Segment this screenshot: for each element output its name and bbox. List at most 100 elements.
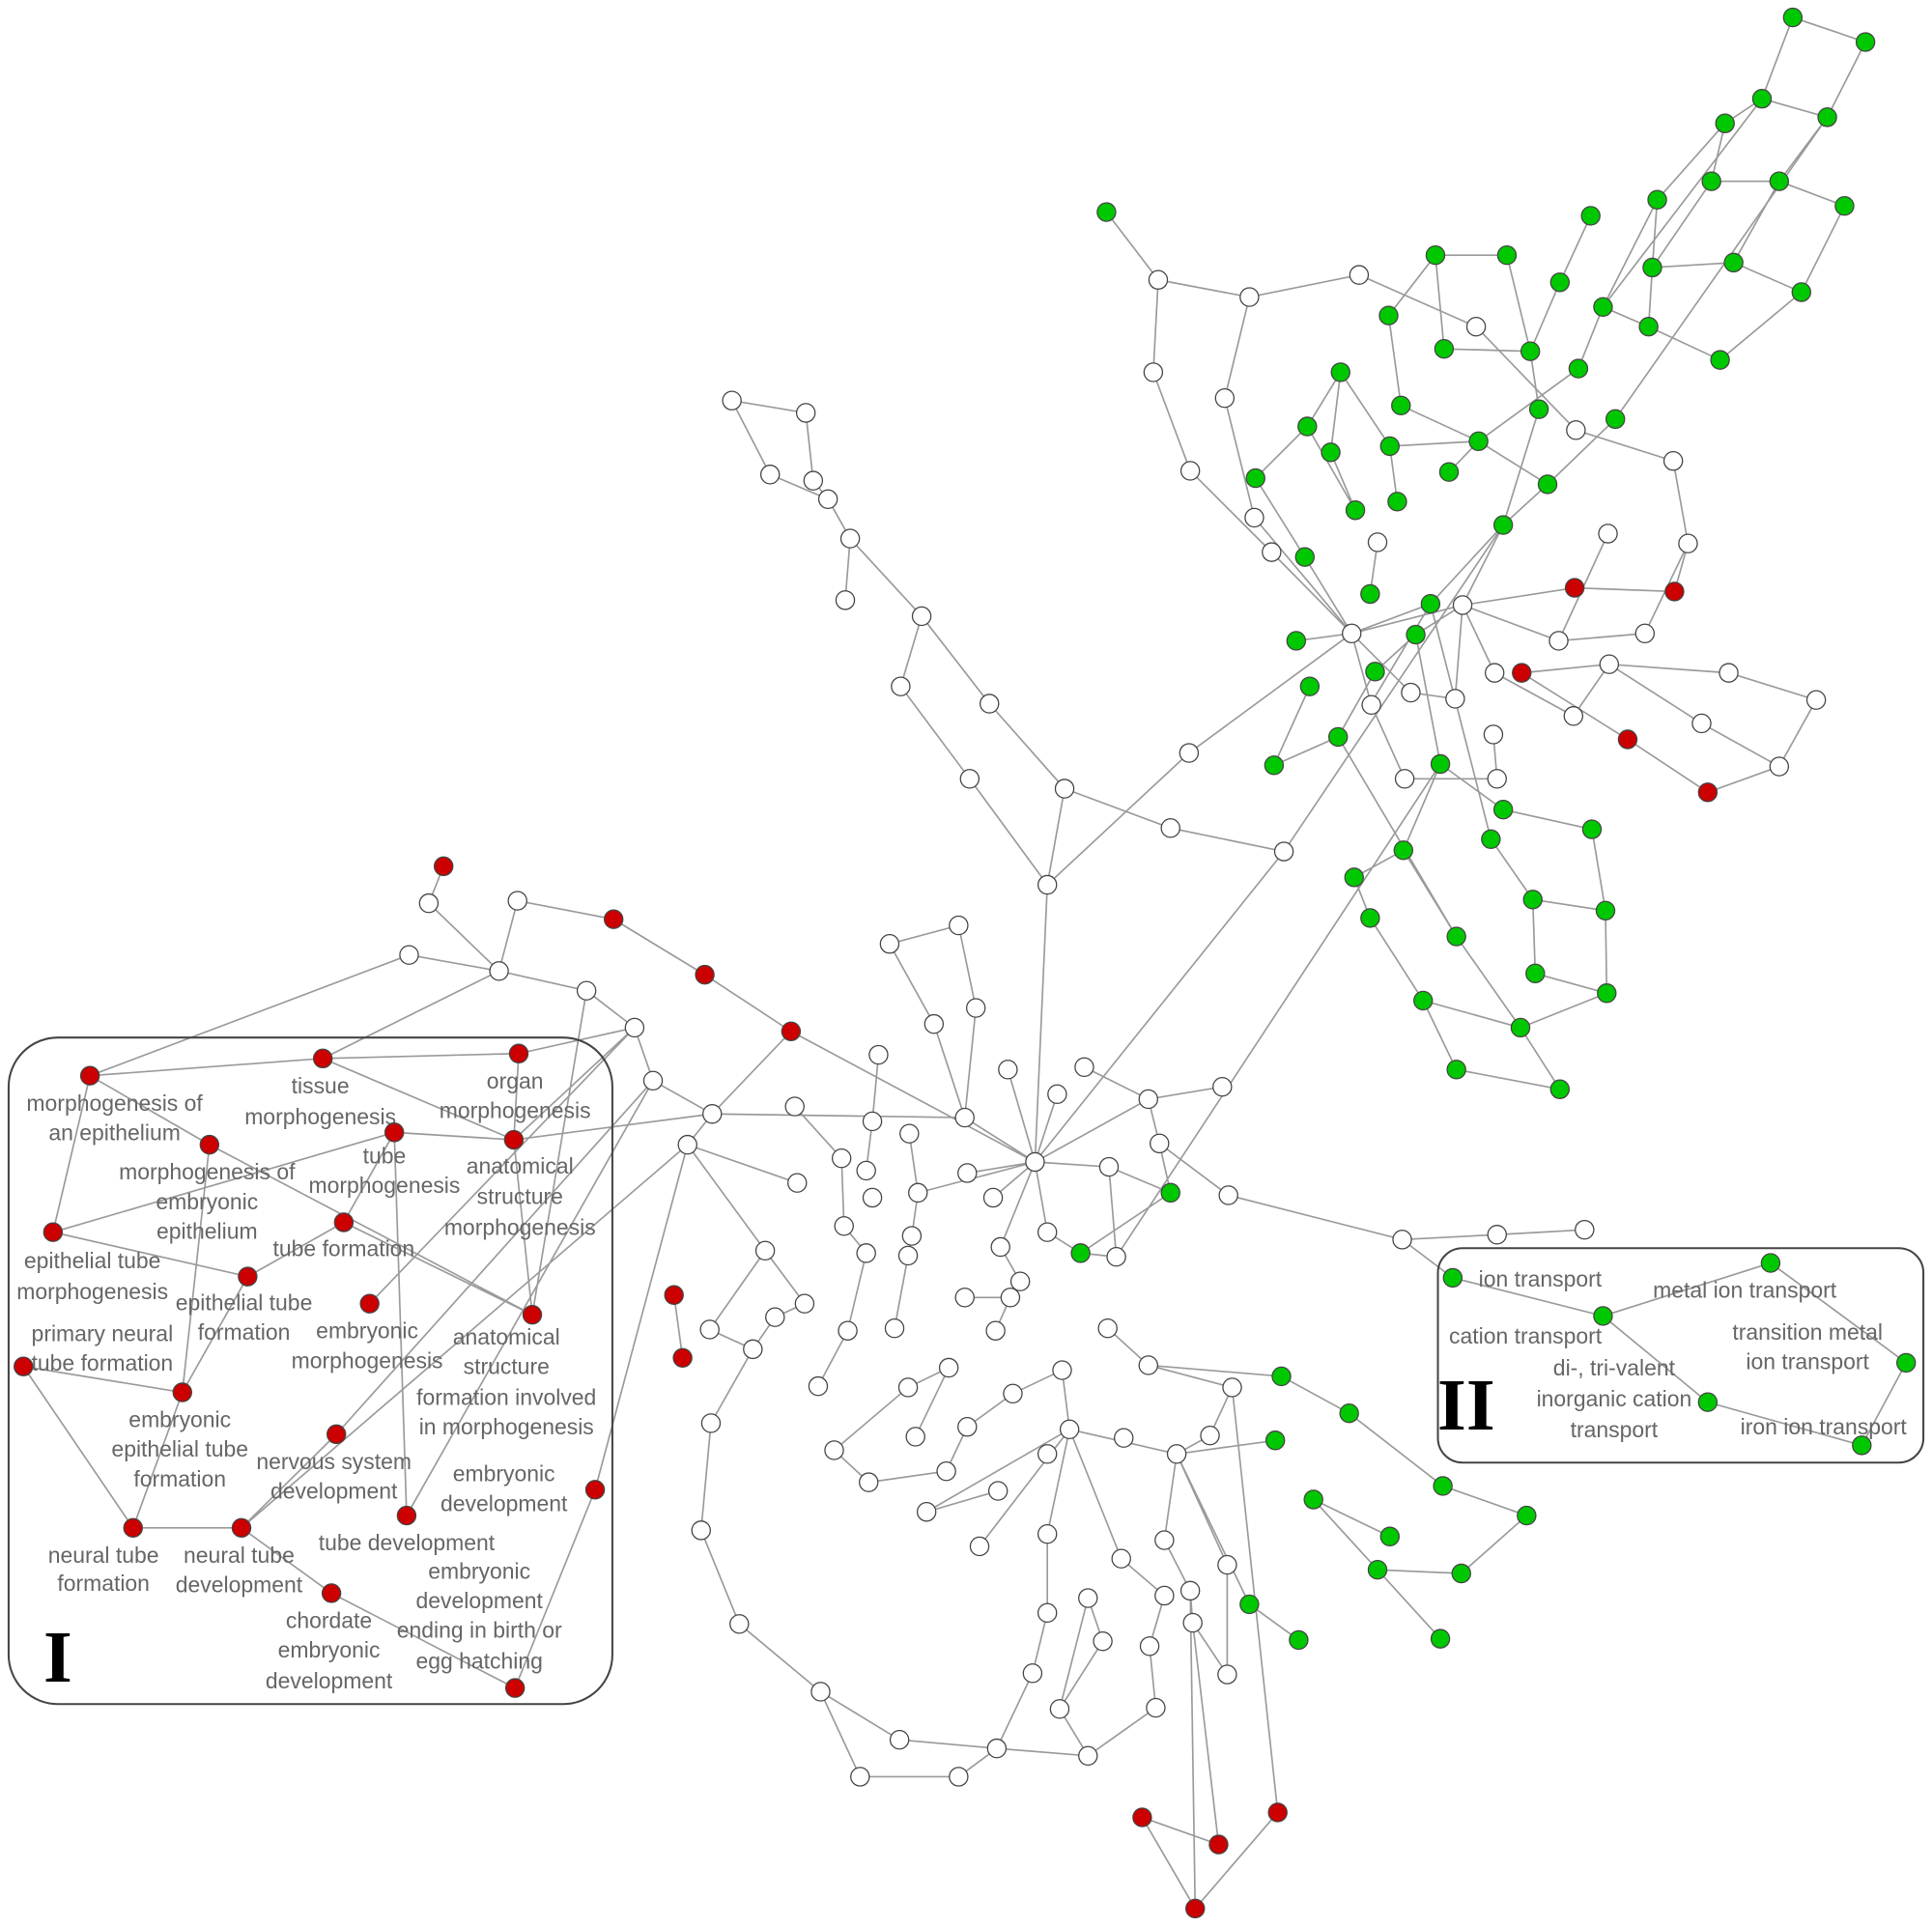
go-term-node-green[interactable] <box>1391 395 1411 416</box>
go-term-node-red[interactable] <box>1267 1802 1288 1823</box>
go-term-node-unenriched[interactable] <box>1222 1377 1242 1398</box>
go-term-node-green[interactable] <box>1642 257 1662 278</box>
go-term-node-unenriched[interactable] <box>765 1307 785 1327</box>
go-term-node-unenriched[interactable] <box>897 1377 919 1398</box>
go-term-node-green[interactable] <box>1321 442 1341 463</box>
go-term-node-unenriched[interactable] <box>754 1240 776 1261</box>
go-term-node-unenriched[interactable] <box>1003 1383 1023 1403</box>
go-term-node-green[interactable] <box>1438 462 1460 482</box>
go-term-node-green[interactable] <box>1378 305 1399 326</box>
go-term-node-unenriched[interactable] <box>868 1044 889 1065</box>
go-term-node-unenriched[interactable] <box>1392 1230 1412 1250</box>
go-term-node-unenriched[interactable] <box>1098 1156 1120 1177</box>
go-term-node-unenriched[interactable] <box>1599 654 1620 674</box>
go-term-node-unenriched[interactable] <box>1037 1444 1058 1464</box>
go-term-node-t[interactable] <box>504 1678 526 1698</box>
go-term-node-unenriched[interactable] <box>1154 1585 1175 1606</box>
go-term-node-unenriched[interactable] <box>1662 451 1684 471</box>
go-term-node-unenriched[interactable] <box>1025 1151 1045 1173</box>
go-term-node-green[interactable] <box>1387 492 1407 512</box>
go-term-node-green[interactable] <box>1522 890 1543 910</box>
go-term-node-unenriched[interactable] <box>862 1111 883 1132</box>
go-term-node-red[interactable] <box>604 909 624 929</box>
go-term-node-unenriched[interactable] <box>1078 1745 1098 1766</box>
go-term-node-green[interactable] <box>1595 900 1616 921</box>
go-term-node-g[interactable] <box>43 1222 64 1242</box>
go-term-node-k[interactable] <box>522 1304 543 1325</box>
go-term-node-c[interactable] <box>508 1043 529 1063</box>
go-term-node-unenriched[interactable] <box>856 1243 876 1263</box>
go-term-node-unenriched[interactable] <box>1097 1317 1118 1339</box>
go-term-node-red[interactable] <box>781 1021 802 1041</box>
go-term-node-unenriched[interactable] <box>969 1536 990 1557</box>
go-term-node-unenriched[interactable] <box>923 1013 945 1034</box>
go-term-node-green[interactable] <box>1517 1505 1537 1526</box>
go-term-node-unenriched[interactable] <box>1598 524 1618 544</box>
go-term-node-green[interactable] <box>1406 624 1426 645</box>
go-term-node-unenriched[interactable] <box>1273 841 1294 862</box>
go-term-node-unenriched[interactable] <box>879 934 900 954</box>
go-term-node-q[interactable] <box>123 1517 143 1539</box>
go-term-node-unenriched[interactable] <box>1148 269 1169 290</box>
go-term-node-unenriched[interactable] <box>722 390 742 411</box>
go-term-node-unenriched[interactable] <box>576 980 597 1001</box>
go-term-node-green[interactable] <box>1070 1243 1091 1263</box>
go-term-node-unenriched[interactable] <box>1719 663 1739 683</box>
go-term-node-green[interactable] <box>1525 963 1546 984</box>
go-term-node-unenriched[interactable] <box>1146 1697 1166 1718</box>
go-term-node-unenriched[interactable] <box>1367 532 1388 552</box>
go-term-node-unenriched[interactable] <box>985 1320 1006 1341</box>
go-term-node-o[interactable] <box>584 1480 606 1500</box>
go-term-node-unenriched[interactable] <box>418 892 440 914</box>
go-term-node-unenriched[interactable] <box>794 1293 815 1314</box>
go-term-node-unenriched[interactable] <box>949 915 969 936</box>
go-term-node-unenriched[interactable] <box>1244 507 1264 528</box>
go-term-node-unenriched[interactable] <box>1037 1602 1058 1624</box>
go-term-node-n[interactable] <box>327 1424 347 1445</box>
go-term-node-unenriched[interactable] <box>759 465 781 485</box>
go-term-node-unenriched[interactable] <box>743 1339 763 1360</box>
go-term-node-w[interactable] <box>1760 1253 1781 1273</box>
go-term-node-unenriched[interactable] <box>938 1357 959 1378</box>
go-term-node-red[interactable] <box>1564 578 1585 598</box>
go-term-node-m[interactable] <box>172 1382 192 1402</box>
go-term-node-unenriched[interactable] <box>1138 1355 1158 1375</box>
go-term-node-unenriched[interactable] <box>1138 1089 1158 1110</box>
go-term-node-unenriched[interactable] <box>1150 1133 1170 1154</box>
go-term-node-i[interactable] <box>238 1266 258 1287</box>
go-term-node-unenriched[interactable] <box>399 945 419 965</box>
go-term-node-green[interactable] <box>1834 195 1855 216</box>
go-term-node-green[interactable] <box>1264 755 1285 776</box>
go-term-node-green[interactable] <box>1510 1017 1531 1038</box>
go-term-node-red[interactable] <box>1512 663 1532 683</box>
go-term-node-green[interactable] <box>1581 819 1603 839</box>
go-term-node-unenriched[interactable] <box>1037 1523 1058 1544</box>
go-term-node-unenriched[interactable] <box>1483 724 1504 745</box>
go-term-node-unenriched[interactable] <box>1154 1530 1175 1550</box>
go-term-node-unenriched[interactable] <box>990 1236 1010 1258</box>
go-term-node-green[interactable] <box>1379 1526 1400 1546</box>
go-term-node-green[interactable] <box>1345 500 1366 521</box>
go-term-node-green[interactable] <box>1160 1182 1180 1204</box>
go-term-node-unenriched[interactable] <box>1179 461 1201 481</box>
go-term-node-unenriched[interactable] <box>1484 663 1505 683</box>
go-term-node-green[interactable] <box>1328 726 1349 748</box>
go-term-node-unenriched[interactable] <box>1465 316 1487 337</box>
go-term-node-unenriched[interactable] <box>891 676 911 696</box>
go-term-node-unenriched[interactable] <box>803 470 824 491</box>
go-term-node-unenriched[interactable] <box>1022 1663 1043 1684</box>
go-term-node-unenriched[interactable] <box>1217 1664 1237 1685</box>
go-term-node-green[interactable] <box>1297 416 1318 437</box>
go-term-node-green[interactable] <box>1413 990 1434 1011</box>
go-term-node-unenriched[interactable] <box>911 606 932 627</box>
go-term-node-green[interactable] <box>1446 1060 1466 1080</box>
go-term-node-green[interactable] <box>1580 206 1601 226</box>
go-term-node-unenriched[interactable] <box>1452 595 1473 615</box>
go-term-node-unenriched[interactable] <box>966 998 986 1018</box>
go-term-node-unenriched[interactable] <box>1401 682 1421 703</box>
go-term-node-red[interactable] <box>1697 782 1719 803</box>
go-term-node-unenriched[interactable] <box>702 1104 723 1124</box>
go-term-node-green[interactable] <box>1379 436 1400 457</box>
go-term-node-unenriched[interactable] <box>691 1520 711 1541</box>
go-term-node-green[interactable] <box>1638 316 1659 337</box>
